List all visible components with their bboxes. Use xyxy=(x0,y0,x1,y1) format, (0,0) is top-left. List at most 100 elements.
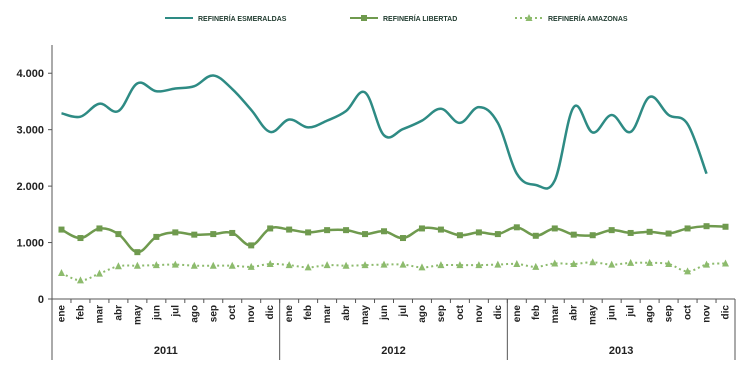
data-point xyxy=(627,229,634,236)
data-point xyxy=(266,260,274,268)
y-tick-label: 4.000 xyxy=(16,68,44,80)
data-point xyxy=(361,261,369,269)
x-tick-label: sep xyxy=(208,305,219,322)
year-label: 2012 xyxy=(381,345,405,357)
x-tick-label: ago xyxy=(189,305,200,323)
data-point xyxy=(95,269,103,277)
data-point xyxy=(437,226,444,233)
x-axis: ene feb mar abr may jun jul ago sep oct nov dic ene f… xyxy=(51,298,736,360)
legend: REFINERÍA ESMERALDAS REFINERÍA LIBERTAD RE… xyxy=(165,14,628,23)
year-label: 2011 xyxy=(154,345,178,357)
data-point xyxy=(589,232,596,239)
data-point xyxy=(228,261,236,269)
data-point xyxy=(305,229,312,236)
data-point xyxy=(665,230,672,237)
data-point xyxy=(381,228,388,235)
series-2 xyxy=(57,258,730,284)
x-tick-label: jul xyxy=(626,305,637,318)
data-point xyxy=(114,262,122,270)
data-point xyxy=(513,224,520,231)
series-line xyxy=(61,261,726,282)
data-point xyxy=(494,231,501,238)
x-tick-label: jun xyxy=(379,305,390,321)
data-point xyxy=(286,226,293,233)
x-tick-label: feb xyxy=(75,305,86,320)
data-point xyxy=(304,263,312,271)
x-tick-label: sep xyxy=(664,305,675,322)
x-tick-label: jul xyxy=(398,305,409,318)
y-tick-label: 2.000 xyxy=(16,181,44,193)
y-tick-label: 3.000 xyxy=(16,125,44,137)
data-point xyxy=(532,232,539,239)
data-point xyxy=(665,260,673,268)
data-point xyxy=(627,258,635,266)
legend-swatch-marker xyxy=(525,14,533,21)
x-tick-label: ene xyxy=(512,305,523,323)
x-tick-label: oct xyxy=(227,304,238,320)
data-point xyxy=(456,232,463,239)
data-point xyxy=(551,225,558,232)
y-tick-label: 0 xyxy=(38,294,44,306)
series-line xyxy=(60,224,726,254)
data-point xyxy=(229,229,236,236)
data-point xyxy=(608,260,616,268)
legend-label: REFINERÍA ESMERALDAS xyxy=(198,14,287,23)
data-point xyxy=(380,260,388,268)
x-tick-label: sep xyxy=(436,305,447,322)
data-point xyxy=(722,259,730,267)
data-point xyxy=(133,261,141,269)
x-tick-label: mar xyxy=(322,305,333,323)
data-point xyxy=(342,261,350,269)
data-point xyxy=(418,225,425,232)
data-point xyxy=(285,261,293,269)
data-point xyxy=(589,258,597,266)
legend-item: REFINERÍA ESMERALDAS xyxy=(165,14,287,23)
data-point xyxy=(96,225,103,232)
data-point xyxy=(722,223,729,230)
legend-item: REFINERÍA AMAZONAS xyxy=(515,14,628,23)
y-tick-label: 1.000 xyxy=(16,238,44,250)
x-tick-label: mar xyxy=(550,305,561,323)
x-tick-label: ene xyxy=(56,305,67,323)
data-point xyxy=(267,225,274,232)
data-point xyxy=(608,227,615,234)
data-point xyxy=(399,235,406,242)
x-tick-label: may xyxy=(588,305,599,325)
data-point xyxy=(362,231,369,238)
data-point xyxy=(134,249,141,256)
y-axis: 0 1.000 2.000 3.000 4.000 xyxy=(16,45,53,306)
data-point xyxy=(532,262,540,270)
x-tick-label: oct xyxy=(455,304,466,320)
x-tick-label: nov xyxy=(474,305,485,323)
x-tick-label: jun xyxy=(607,305,618,321)
data-point xyxy=(324,227,331,234)
year-label: 2013 xyxy=(609,345,633,357)
data-point xyxy=(646,228,653,235)
data-point xyxy=(684,267,692,275)
data-point xyxy=(58,226,65,233)
data-point xyxy=(76,276,84,284)
x-tick-label: feb xyxy=(531,305,542,320)
series-line xyxy=(61,74,708,190)
data-point xyxy=(418,263,426,271)
x-tick-label: ago xyxy=(645,305,656,323)
data-point xyxy=(475,229,482,236)
x-tick-label: oct xyxy=(683,304,694,320)
data-point xyxy=(684,225,691,232)
data-point xyxy=(703,223,710,230)
x-tick-label: dic xyxy=(721,305,732,320)
x-tick-label: ago xyxy=(417,305,428,323)
data-point xyxy=(153,233,160,240)
x-tick-label: nov xyxy=(702,305,713,323)
x-tick-label: feb xyxy=(303,305,314,320)
x-tick-label: may xyxy=(132,305,143,325)
data-point xyxy=(551,259,559,267)
data-point xyxy=(343,227,350,234)
data-point xyxy=(570,231,577,238)
data-point xyxy=(475,261,483,269)
data-point xyxy=(191,231,198,238)
series-1 xyxy=(58,223,729,256)
series-0 xyxy=(61,74,708,190)
x-tick-label: abr xyxy=(341,305,352,321)
